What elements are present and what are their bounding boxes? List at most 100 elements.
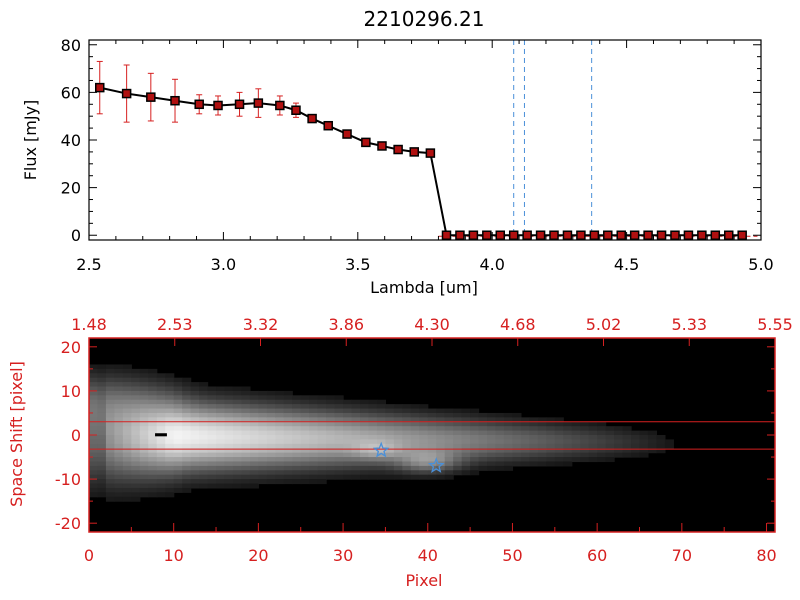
heatmap-cell — [173, 404, 183, 410]
heatmap-cell — [326, 395, 336, 401]
heatmap-cell — [571, 443, 581, 449]
heatmap-cell — [436, 408, 446, 414]
heatmap-cell — [97, 487, 107, 493]
heatmap-cell — [266, 448, 276, 454]
heatmap-cell — [122, 479, 132, 485]
heatmap-cell — [232, 390, 243, 396]
heatmap-cell — [368, 399, 378, 405]
heatmap-cell — [368, 452, 378, 458]
heatmap-cell — [114, 435, 124, 441]
heatmap-cell — [199, 412, 209, 418]
heatmap-cell — [114, 373, 124, 379]
heatmap-cell — [139, 368, 149, 374]
heatmap-cell — [317, 430, 327, 436]
heatmap-cell — [300, 457, 310, 463]
heatmap-cell — [503, 426, 514, 432]
heatmap-cell — [283, 399, 293, 405]
data-point-35 — [670, 230, 680, 240]
heatmap-cell — [224, 399, 234, 405]
heatmap-cell — [207, 435, 217, 441]
heatmap-cell — [385, 461, 395, 467]
heatmap-cell — [165, 435, 175, 441]
heatmap-cell — [207, 390, 217, 396]
heatmap-cell — [436, 443, 446, 449]
heatmap-cell — [317, 408, 327, 414]
heatmap-cell — [199, 426, 209, 432]
heatmap-cell — [266, 474, 276, 480]
heatmap-cell — [410, 474, 420, 480]
heatmap-cell — [122, 435, 132, 441]
heatmap-cell — [216, 465, 226, 471]
heatmap-cell — [216, 412, 226, 418]
heatmap-cell — [165, 465, 175, 471]
heatmap-cell — [317, 470, 327, 476]
heatmap-cell — [232, 412, 243, 418]
heatmap-cell — [647, 443, 658, 449]
heatmap-cell — [444, 452, 454, 458]
heatmap-cell — [232, 479, 243, 485]
heatmap-cell — [148, 395, 158, 401]
heatmap-cell — [503, 448, 514, 454]
heatmap-cell — [241, 404, 251, 410]
heatmap-cell — [537, 439, 547, 445]
data-point-32 — [629, 230, 640, 240]
heatmap-cell — [478, 430, 488, 436]
heatmap-cell — [105, 483, 116, 489]
heatmap-cell — [326, 412, 336, 418]
heatmap-cell — [156, 412, 166, 418]
heatmap-cell — [165, 426, 175, 432]
heatmap-cell — [249, 479, 259, 485]
heatmap-cell — [207, 479, 217, 485]
heatmap-cell — [224, 412, 234, 418]
heatmap-cell — [343, 408, 353, 414]
heatmap-cell — [427, 426, 437, 432]
heatmap-cell — [664, 439, 674, 445]
heatmap-cell — [529, 430, 539, 436]
heatmap-cell — [351, 452, 361, 458]
heatmap-cell — [588, 452, 598, 458]
heatmap-cell — [351, 465, 361, 471]
heatmap-cell — [156, 404, 166, 410]
heatmap-cell — [402, 404, 412, 410]
heatmap-cell — [385, 404, 395, 410]
heatmap-cell — [402, 443, 412, 449]
heatmap-cell — [131, 443, 141, 449]
heatmap-cell — [131, 368, 141, 374]
heatmap-cell — [139, 421, 149, 427]
heatmap-cell — [326, 439, 336, 445]
heatmap-cell — [326, 452, 336, 458]
heatmap-cell — [317, 474, 327, 480]
data-point-14 — [377, 141, 387, 151]
heatmap-cell — [139, 373, 149, 379]
heatmap-cell — [343, 435, 353, 441]
heatmap-cell — [360, 443, 370, 449]
heatmap-cell — [444, 443, 454, 449]
heatmap-cell — [241, 417, 251, 423]
heatmap-cell — [224, 461, 234, 467]
heatmap-cell — [283, 417, 293, 423]
heatmap-cell — [182, 465, 192, 471]
bottom-y-tick-label-0: -20 — [55, 514, 81, 533]
heatmap-cell — [224, 426, 234, 432]
heatmap-cell — [292, 399, 302, 405]
heatmap-cell — [283, 426, 293, 432]
heatmap-cell — [190, 457, 200, 463]
heatmap-cell — [427, 439, 437, 445]
heatmap-cell — [436, 470, 446, 476]
heatmap-cell — [376, 430, 387, 436]
heatmap-cell — [343, 404, 353, 410]
heatmap-cell — [114, 474, 124, 480]
heatmap-cell — [334, 395, 344, 401]
heatmap-cell — [165, 382, 175, 388]
heatmap-cell — [402, 470, 412, 476]
heatmap-cell — [148, 435, 158, 441]
heatmap-cell — [131, 457, 141, 463]
heatmap-cell — [360, 421, 370, 427]
heatmap-cell — [224, 457, 234, 463]
heatmap-cell — [537, 426, 547, 432]
heatmap-cell — [368, 439, 378, 445]
heatmap-cell — [190, 426, 200, 432]
heatmap-cell — [385, 448, 395, 454]
heatmap-cell — [199, 395, 209, 401]
heatmap-cell — [156, 448, 166, 454]
